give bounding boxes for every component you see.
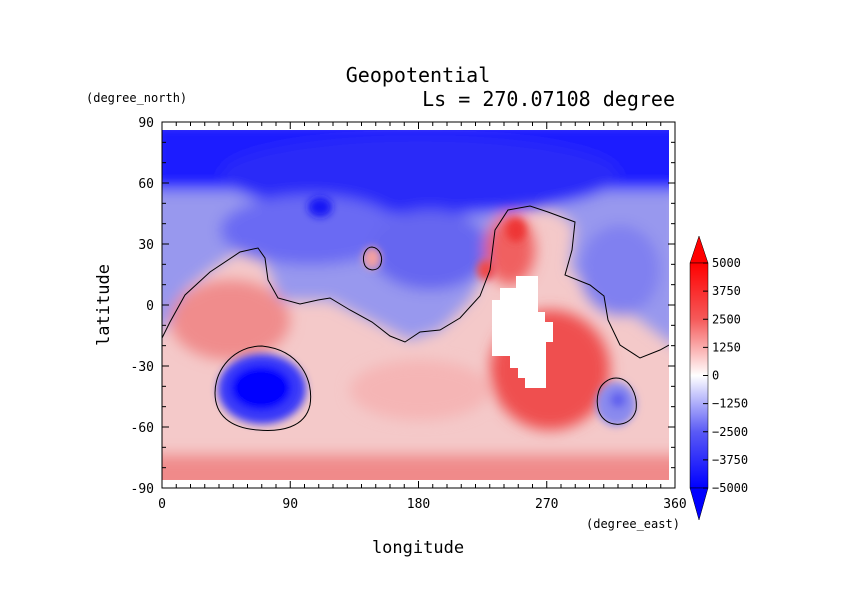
colorbar-tick-label: 1250 <box>712 340 741 354</box>
colorbar-tick-label: 2500 <box>712 312 741 326</box>
south-mid-pink <box>350 360 490 420</box>
x-tick-label: 360 <box>663 497 686 512</box>
y-tick-label: -90 <box>131 482 154 497</box>
y-tick-label: -30 <box>131 360 154 375</box>
y-ticks <box>162 121 675 489</box>
chart-subtitle: Ls = 270.07108 degree <box>422 87 675 111</box>
missing-data-region <box>492 276 553 388</box>
colorbar-tick-label: −5000 <box>712 481 748 495</box>
x-tick-label: 270 <box>535 497 558 512</box>
x-axis-label: longitude <box>372 538 464 558</box>
y-tick-label: 0 <box>146 299 154 314</box>
zero-contour-east-basin <box>596 377 637 425</box>
x-tick-label: 180 <box>407 497 430 512</box>
southern-polar-band <box>162 455 669 480</box>
colorbar-high-arrow <box>689 235 709 264</box>
colorbar-tick-label: 5000 <box>712 256 741 270</box>
north-mid-blue-2 <box>370 210 490 290</box>
colorbar: 5000 3750 2500 1250 0 −1250 −2500 −3750 −5000 <box>689 235 748 521</box>
geopotential-field <box>162 130 669 480</box>
north-east-blue <box>580 225 660 315</box>
colorbar-low-arrow <box>689 487 709 521</box>
y-tick-label: 30 <box>138 238 154 253</box>
y-tick-labels: -90 -60 -30 0 30 60 90 <box>131 116 154 497</box>
south-west-red <box>170 280 290 360</box>
colorbar-tick-label: −2500 <box>712 425 748 439</box>
colorbar-ticks <box>703 262 708 489</box>
southern-basin-east-core <box>610 392 626 408</box>
tharsis-peak-north <box>506 218 526 242</box>
y-unit-label: (degree_north) <box>86 91 187 105</box>
zero-contour-small-patch <box>363 246 383 271</box>
y-tick-label: 90 <box>138 116 154 131</box>
small-highland-patch <box>363 247 381 269</box>
colorbar-tick-labels: 5000 3750 2500 1250 0 −1250 −2500 −3750 −5000 <box>712 256 748 495</box>
zero-contour-west-basin <box>214 345 312 431</box>
y-tick-label: 60 <box>138 177 154 192</box>
northern-low-basin <box>308 197 332 217</box>
x-tick-labels: 0 90 180 270 360 <box>158 497 687 512</box>
chart-title: Geopotential <box>346 63 491 87</box>
zero-contour-main <box>162 205 669 359</box>
x-ticks <box>161 122 676 488</box>
colorbar-tick-label: 0 <box>712 369 719 383</box>
colorbar-tick-label: 3750 <box>712 284 741 298</box>
colorbar-tick-label: −3750 <box>712 453 748 467</box>
north-cap-extension <box>220 135 620 215</box>
colorbar-tick-label: −1250 <box>712 397 748 411</box>
y-axis-label: latitude <box>94 264 114 346</box>
north-mid-blue <box>220 195 400 265</box>
x-unit-label: (degree_east) <box>586 517 680 531</box>
y-tick-label: -60 <box>131 421 154 436</box>
x-tick-label: 0 <box>158 497 166 512</box>
southern-basin-west-core <box>231 366 291 410</box>
tharsis-peak-west <box>477 260 495 280</box>
x-tick-label: 90 <box>282 497 298 512</box>
